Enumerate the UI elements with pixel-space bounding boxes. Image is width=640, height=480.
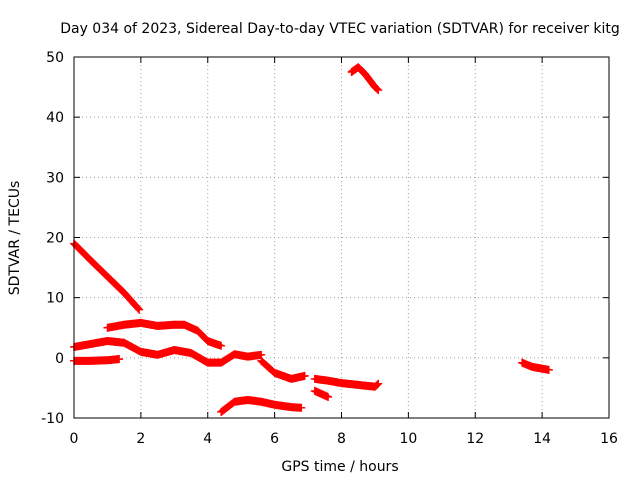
data-point: [134, 304, 143, 313]
data-point: [373, 380, 382, 389]
x-tick-label: 2: [136, 431, 145, 447]
data-point: [217, 341, 226, 350]
x-tick-labels: 0 2 4 6 8 10 12 14 16: [70, 431, 618, 447]
y-tick-label: 20: [46, 231, 64, 247]
series-arc-5: [257, 356, 309, 383]
x-tick-label: 8: [337, 431, 346, 447]
x-tick-label: 10: [399, 431, 417, 447]
x-tick-label: 6: [270, 431, 279, 447]
series-arc-4: [70, 355, 124, 365]
plot-frame: [73, 56, 610, 419]
data-point: [135, 305, 144, 314]
data-point: [374, 86, 383, 95]
y-tick-label: 40: [46, 110, 64, 126]
data-point: [544, 365, 553, 374]
series-arc-10: [518, 358, 553, 374]
data-point: [115, 355, 124, 364]
x-tick-label: 14: [533, 431, 551, 447]
data-point: [324, 392, 333, 401]
data-series: [70, 63, 553, 416]
y-axis-label: SDTVAR / TECUs: [7, 181, 23, 296]
x-tick-label: 12: [466, 431, 484, 447]
y-tick-label: -10: [41, 411, 64, 427]
y-tick-label: 50: [46, 50, 64, 66]
chart-title: Day 034 of 2023, Sidereal Day-to-day VTE…: [60, 21, 620, 37]
y-tick-labels: -10 0 10 20 30 40 50: [41, 50, 64, 427]
data-point: [374, 379, 383, 388]
y-tick-label: 10: [46, 291, 64, 307]
series-arc-1: [70, 239, 144, 314]
grid: [74, 57, 609, 418]
series-arc-7: [310, 374, 383, 391]
data-point: [297, 403, 306, 412]
x-tick-label: 16: [600, 431, 618, 447]
x-tick-label: 4: [203, 431, 212, 447]
data-point: [300, 371, 309, 380]
series-arc-9: [347, 63, 383, 95]
series-arc-3: [70, 336, 266, 367]
series-arc-8: [310, 386, 333, 401]
x-tick-label: 0: [70, 431, 79, 447]
y-tick-label: 0: [55, 351, 64, 367]
series-arc-2: [103, 318, 226, 350]
data-point: [373, 85, 382, 94]
y-tick-label: 30: [46, 170, 64, 186]
x-axis-label: GPS time / hours: [281, 459, 398, 475]
series-arc-6: [217, 395, 306, 416]
